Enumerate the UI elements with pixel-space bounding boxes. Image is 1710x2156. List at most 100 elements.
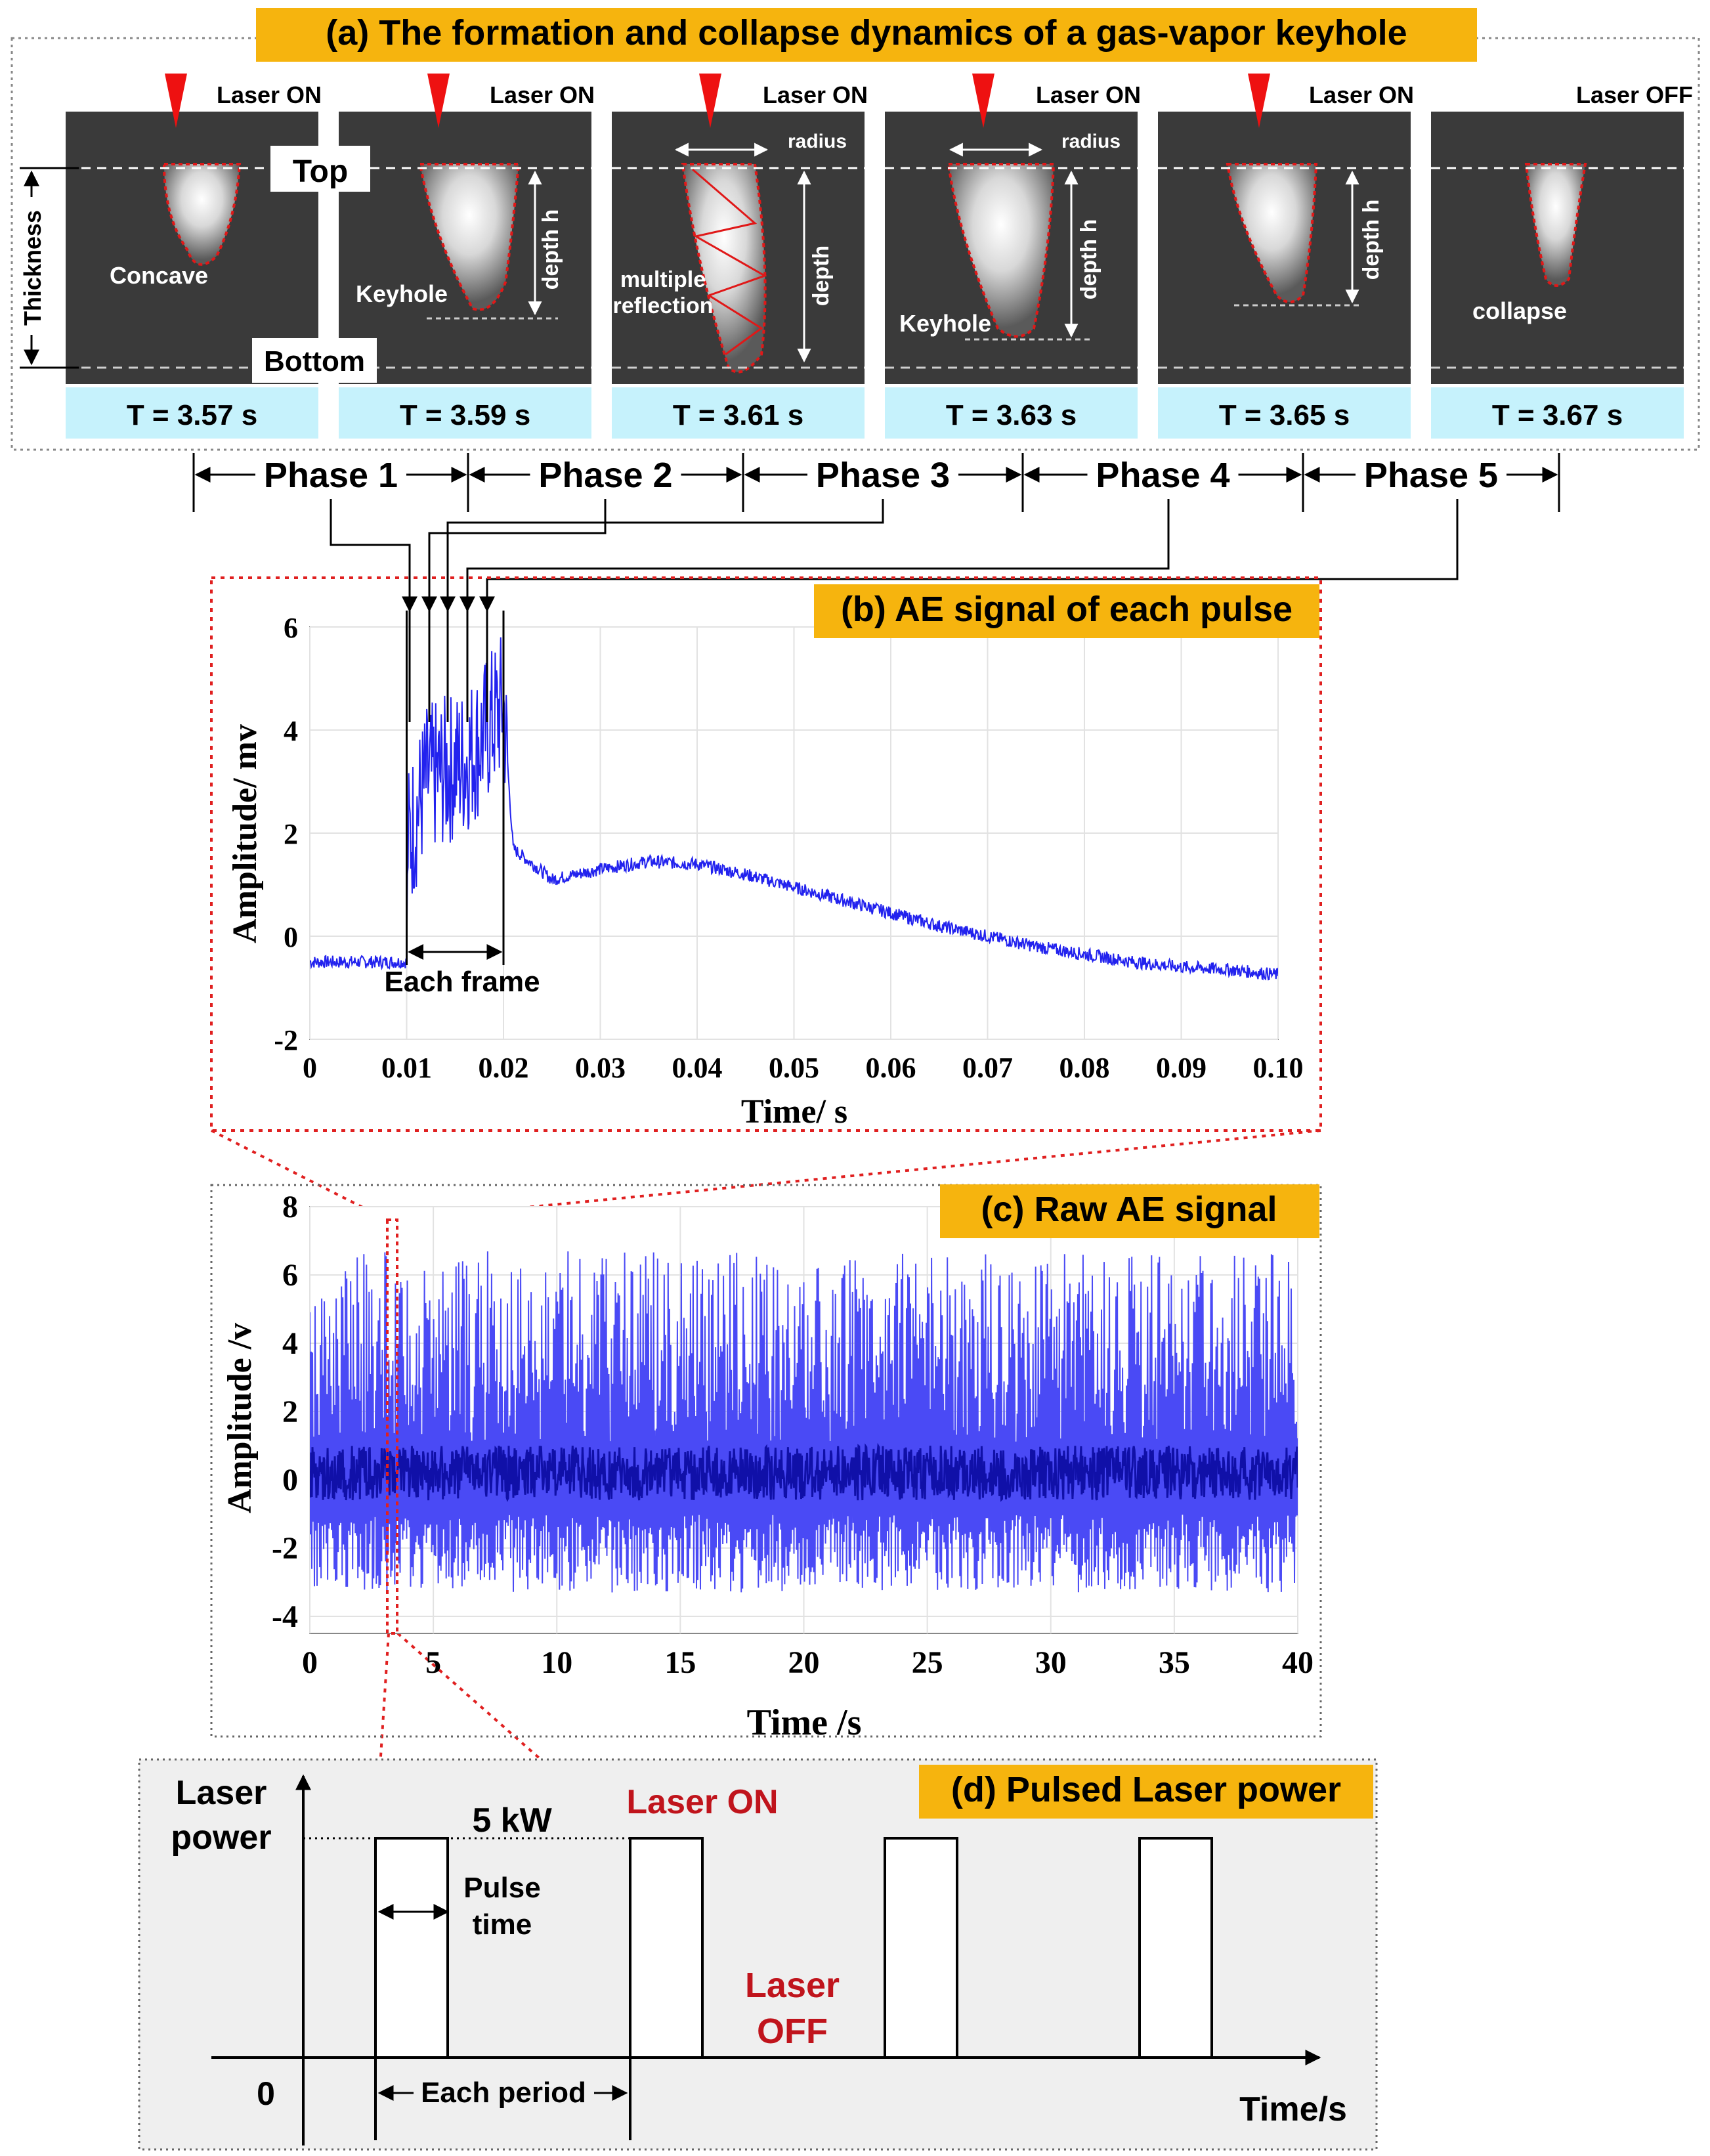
panel-c-ylabel: Amplitude /v: [221, 1323, 259, 1513]
panel-d-title-bg: [919, 1765, 1373, 1819]
c-ytick-label: 8: [282, 1190, 298, 1224]
c-xtick-label: 20: [788, 1645, 820, 1680]
b-xtick-label: 0.06: [866, 1052, 916, 1084]
frame-1: T = 3.57 s Laser ON: [66, 74, 322, 439]
b-xtick-label: 0.07: [962, 1052, 1013, 1084]
laser-off-label-line1: Laser: [745, 1966, 840, 2005]
frame-time-label: T = 3.65 s: [1219, 399, 1350, 431]
b-xtick-label: 0.03: [575, 1052, 626, 1084]
frame-time-bg: [66, 387, 318, 439]
laser-state-label: Laser ON: [1309, 81, 1414, 108]
laser-on-label: Laser ON: [626, 1783, 778, 1821]
top-label: Top: [293, 154, 348, 189]
laser-state-label: Laser ON: [490, 81, 595, 108]
b-ytick-label: 4: [284, 715, 298, 747]
depth-label: depth: [809, 246, 834, 307]
laser-state-label: Laser ON: [1036, 81, 1141, 108]
keyhole-outline: [1226, 163, 1318, 303]
laser-off-label-line2: OFF: [757, 2012, 828, 2051]
depth-h-label: depth h: [538, 209, 563, 290]
c-xtick-label: 0: [302, 1645, 318, 1680]
panel-c-xlabel: Time /s: [747, 1702, 862, 1743]
power-value-label: 5 kW: [472, 1801, 552, 1840]
b-xtick-label: 0: [303, 1052, 317, 1084]
multiple-label: multiple: [620, 267, 706, 292]
b-ytick-label: 0: [284, 921, 298, 953]
frame-5: T = 3.65 s Laser ON: [1158, 74, 1414, 439]
laser-beam-marker: [165, 74, 187, 128]
c-xtick-label: 5: [425, 1645, 441, 1680]
panel-c: 0 5 10 15 20 25 30 35 40 -4 -2 0 2 4 6 8 (c) Raw AE sig…: [210, 1184, 1322, 1743]
frame-time-bg: [612, 387, 865, 439]
panel-a-frame: [11, 37, 1700, 451]
c-xtick-label: 40: [1282, 1645, 1314, 1680]
radius-label: radius: [788, 131, 847, 152]
panel-d-title: (d) Pulsed Laser power: [951, 1770, 1341, 1809]
origin-label: 0: [257, 2075, 275, 2112]
thickness-label: Thickness: [19, 210, 46, 326]
b-xtick-label: 0.04: [672, 1052, 723, 1084]
raw-ae-series: [310, 1251, 1298, 1593]
frame-time-label: T = 3.61 s: [673, 399, 803, 431]
laser-state-label: Laser ON: [217, 81, 322, 108]
laser-pulse: [1138, 1837, 1213, 2059]
c-ytick-label: -4: [272, 1599, 298, 1634]
keyhole-outline: [418, 163, 521, 311]
top-label-bg: [270, 146, 370, 192]
panel-b-ylabel: Amplitude/ mv: [226, 724, 264, 943]
c-xtick-label: 35: [1159, 1645, 1190, 1680]
c-xtick-label: 15: [664, 1645, 696, 1680]
laser-pulse: [374, 1837, 449, 2059]
b-ytick-label: -2: [274, 1024, 298, 1056]
frame-time-label: T = 3.59 s: [400, 399, 530, 431]
panel-a-title: (a) The formation and collapse dynamics …: [326, 13, 1407, 53]
panel-c-frame: [210, 1184, 1322, 1738]
laser-state-label: Laser ON: [763, 81, 868, 108]
b-xtick-label: 0.10: [1253, 1052, 1304, 1084]
frame-6: T = 3.67 s Laser OFF: [1431, 81, 1693, 439]
frame-3: T = 3.61 s Laser ON: [612, 74, 868, 439]
panel-b-frame: [210, 576, 1322, 1132]
ae-pulse-series: [310, 637, 1278, 981]
b-xtick-label: 0.05: [769, 1052, 819, 1084]
b-xtick-label: 0.08: [1059, 1052, 1110, 1084]
keyhole-outline: [162, 163, 242, 266]
keyhole-outline: [681, 163, 767, 374]
c-ytick-label: 4: [282, 1326, 298, 1361]
c-ytick-label: 2: [282, 1394, 298, 1429]
laser-beam-marker: [1248, 74, 1270, 128]
pulse-time-label-line2: time: [473, 1908, 532, 1941]
collapse-label: collapse: [1472, 297, 1567, 324]
phase-label-1: Phase 1: [264, 456, 398, 495]
frame-time-bg: [1158, 387, 1411, 439]
keyhole-outline: [947, 163, 1056, 338]
panel-b-title: (b) AE signal of each pulse: [841, 590, 1293, 629]
frame-time-label: T = 3.57 s: [127, 399, 257, 431]
c-xtick-label: 10: [541, 1645, 572, 1680]
panel-b-xlabel: Time/ s: [741, 1093, 847, 1131]
depth-h-label: depth h: [1077, 219, 1101, 300]
bottom-label: Bottom: [264, 345, 365, 377]
panel-b-ticks: 0 0.01 0.02 0.03 0.04 0.05 0.06 0.07 0.08 0.09 0.1…: [274, 612, 1303, 1084]
bottom-label-bg: [252, 338, 377, 383]
pulse-time-label-line1: Pulse: [463, 1872, 540, 1904]
frame-time-bg: [885, 387, 1138, 439]
c-xtick-label: 30: [1035, 1645, 1067, 1680]
panel-b: 0 0.01 0.02 0.03 0.04 0.05 0.06 0.07 0.08 0.09 0.1…: [210, 576, 1322, 1132]
laser-beam-marker: [972, 74, 994, 128]
power-axis-label-line2: power: [171, 1819, 271, 1857]
keyhole-label: Keyhole: [356, 280, 448, 307]
frame-time-bg: [339, 387, 591, 439]
frame-time-label: T = 3.67 s: [1492, 399, 1623, 431]
frame-time-label: T = 3.63 s: [946, 399, 1077, 431]
phase-label-4: Phase 4: [1096, 456, 1229, 495]
b-ytick-label: 2: [284, 818, 298, 850]
b-xtick-label: 0.01: [381, 1052, 432, 1084]
frame-2: T = 3.59 s Laser ON: [339, 74, 595, 439]
panel-a-title-bg: [256, 8, 1477, 62]
laser-pulse: [884, 1837, 958, 2059]
each-period-label: Each period: [421, 2077, 586, 2109]
c-xtick-label: 25: [912, 1645, 943, 1680]
